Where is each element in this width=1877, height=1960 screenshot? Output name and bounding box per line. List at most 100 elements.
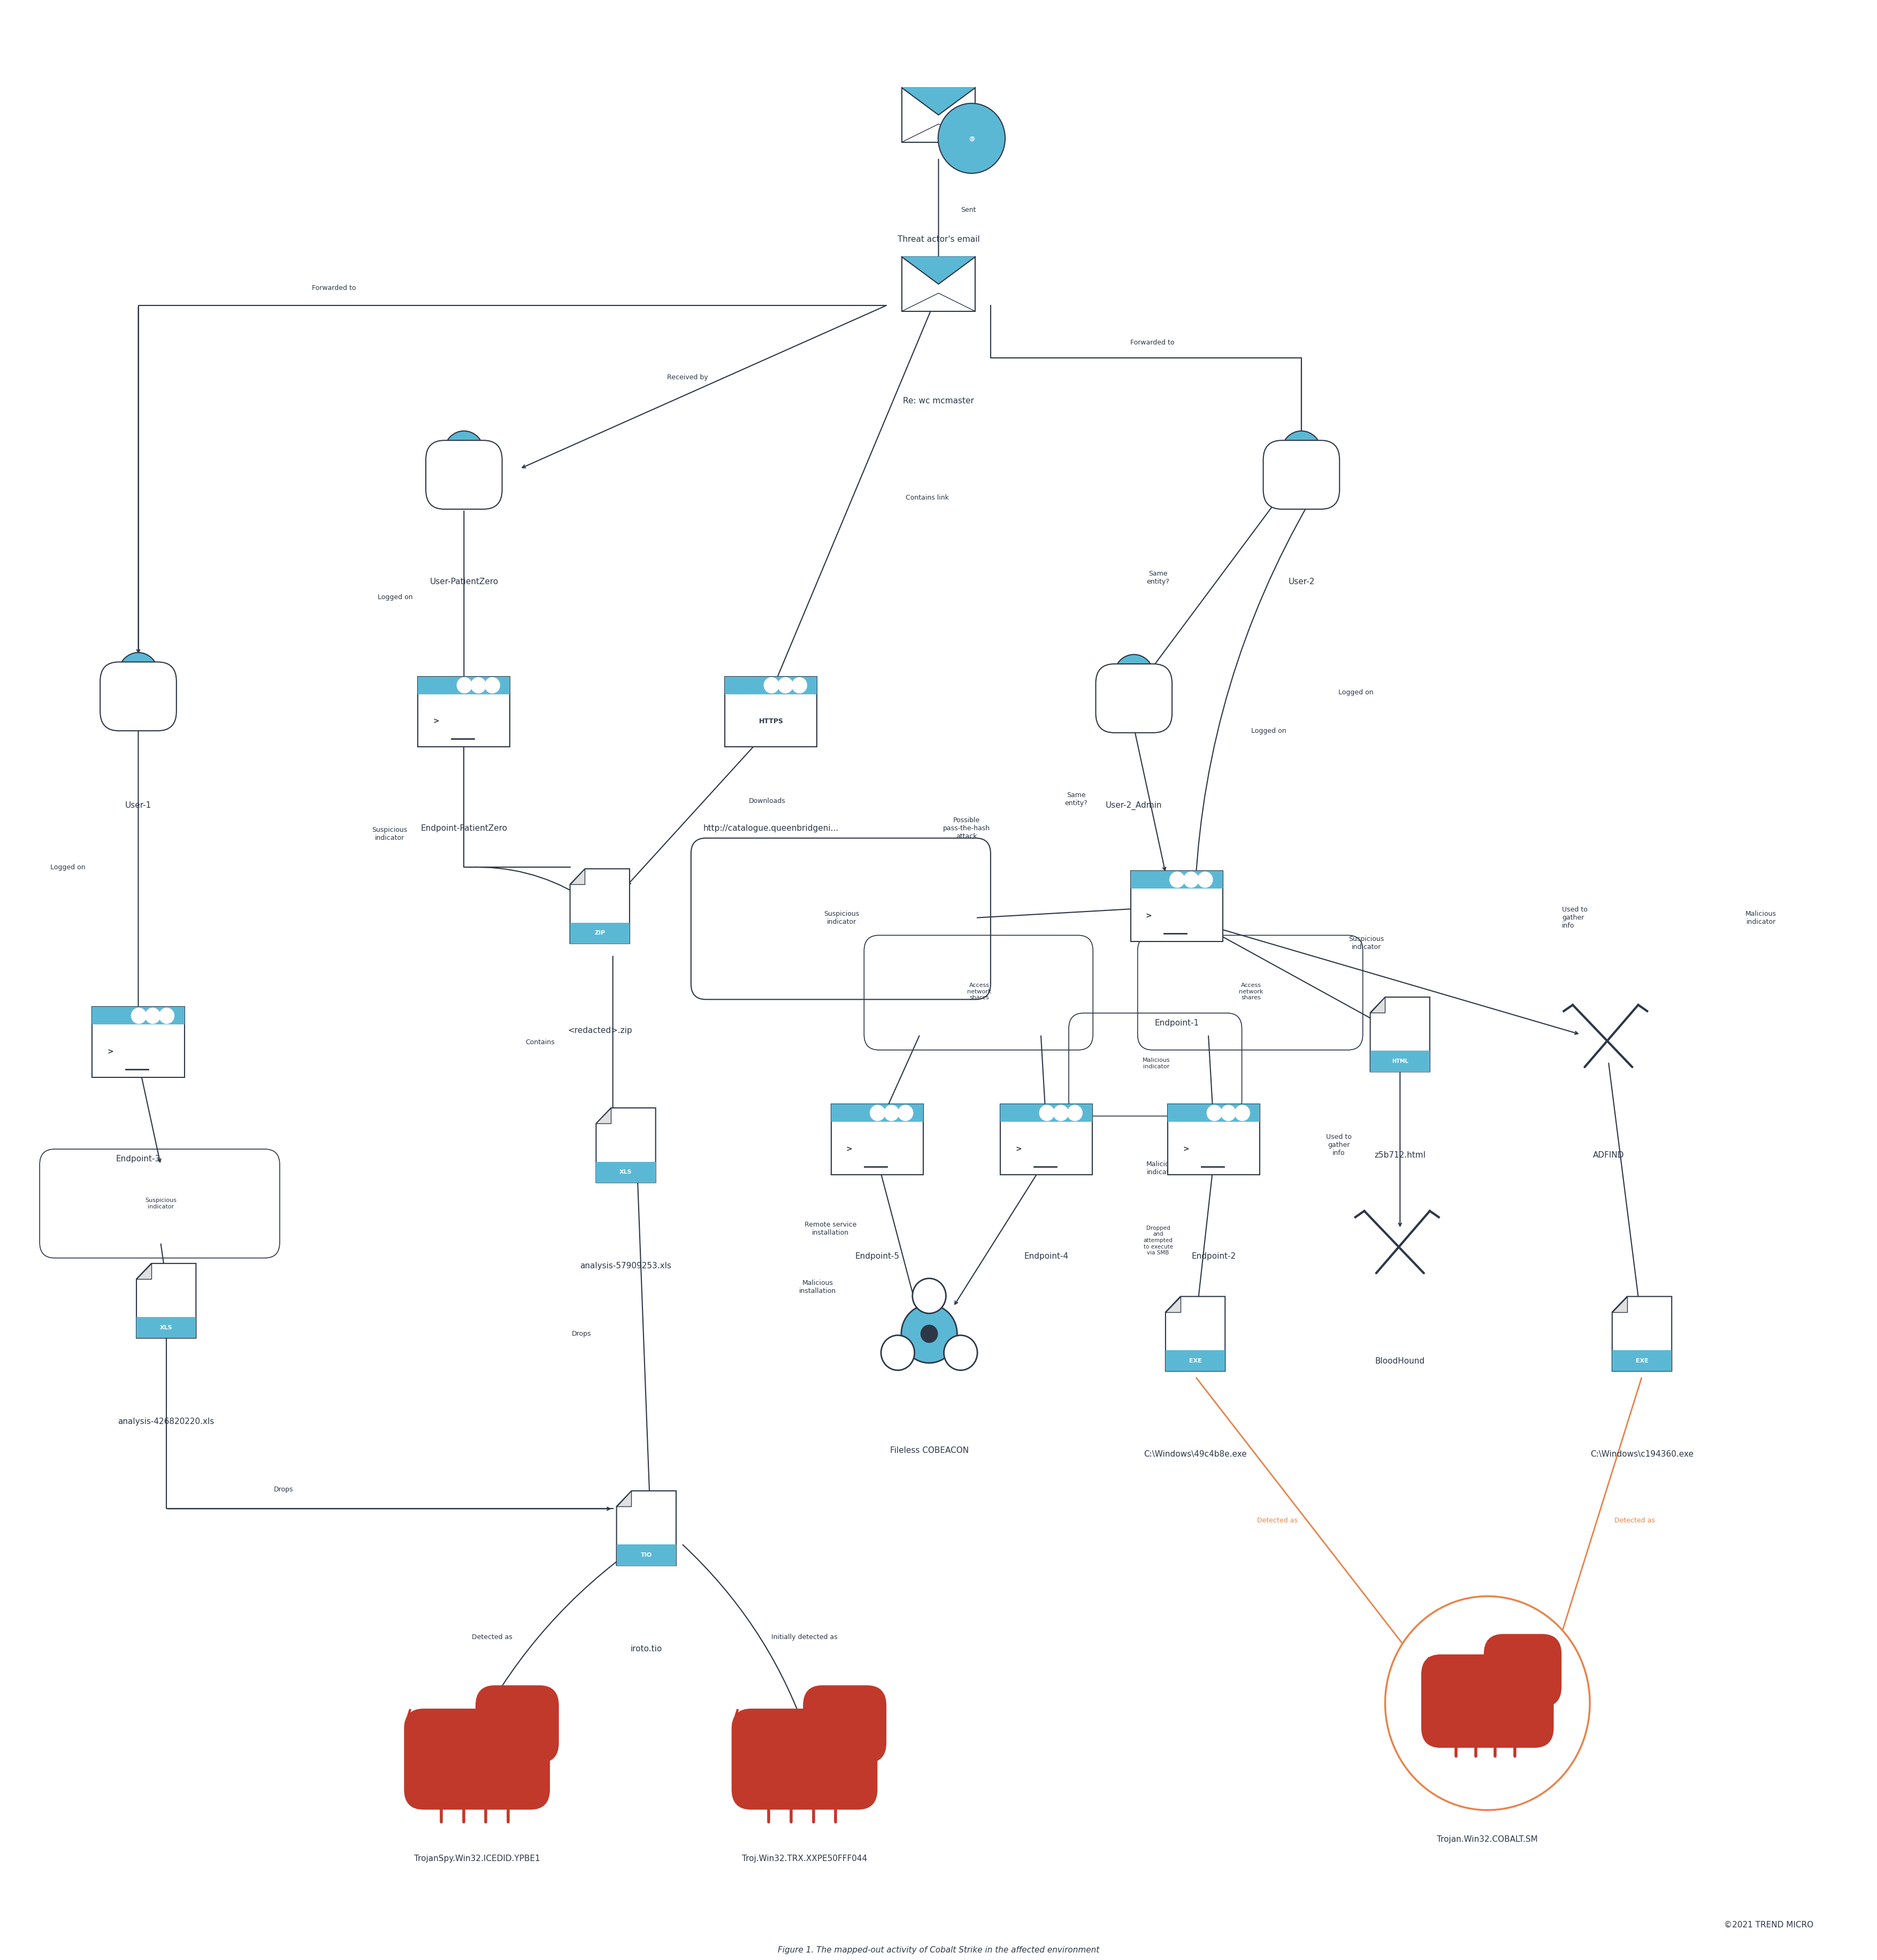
- Polygon shape: [901, 88, 976, 116]
- Text: Endpoint-2: Endpoint-2: [1192, 1252, 1237, 1260]
- Text: Troj.Win32.TRX.XXPE50FFF044: Troj.Win32.TRX.XXPE50FFF044: [741, 1854, 867, 1862]
- Polygon shape: [1166, 1296, 1226, 1372]
- Text: ADFIND: ADFIND: [1594, 1151, 1624, 1158]
- Polygon shape: [1166, 1296, 1181, 1311]
- FancyBboxPatch shape: [901, 257, 976, 312]
- Text: Endpoint-1: Endpoint-1: [1154, 1019, 1199, 1027]
- Text: Malicious
indicator: Malicious indicator: [1147, 1160, 1177, 1176]
- Text: >: >: [1183, 1145, 1188, 1152]
- Text: Suspicious
indicator: Suspicious indicator: [372, 827, 407, 841]
- FancyBboxPatch shape: [419, 676, 511, 694]
- Polygon shape: [616, 1492, 676, 1566]
- Text: Detected as: Detected as: [1258, 1517, 1297, 1523]
- FancyBboxPatch shape: [832, 1103, 923, 1174]
- Text: HTML: HTML: [1391, 1058, 1408, 1064]
- Text: ©2021 TREND MICRO: ©2021 TREND MICRO: [1723, 1921, 1813, 1929]
- Circle shape: [1198, 872, 1213, 888]
- Circle shape: [938, 104, 1004, 172]
- Text: Malicious
indicator: Malicious indicator: [1143, 1058, 1169, 1070]
- Polygon shape: [137, 1264, 195, 1339]
- FancyBboxPatch shape: [419, 676, 511, 747]
- Text: Fileless COBEACON: Fileless COBEACON: [890, 1446, 969, 1454]
- Circle shape: [1220, 1105, 1235, 1121]
- FancyBboxPatch shape: [616, 1544, 676, 1566]
- Polygon shape: [1612, 1296, 1672, 1372]
- Circle shape: [884, 1105, 899, 1121]
- FancyBboxPatch shape: [725, 676, 816, 747]
- Text: EXE: EXE: [1635, 1358, 1648, 1364]
- Text: >: >: [1145, 911, 1152, 919]
- Polygon shape: [1612, 1296, 1627, 1311]
- FancyBboxPatch shape: [1130, 870, 1222, 888]
- Text: Forwarded to: Forwarded to: [312, 284, 357, 292]
- Polygon shape: [1370, 998, 1430, 1072]
- FancyBboxPatch shape: [92, 1007, 184, 1025]
- Circle shape: [160, 1007, 175, 1023]
- Circle shape: [471, 678, 486, 694]
- Circle shape: [871, 1105, 884, 1121]
- Text: Threat actor's email: Threat actor's email: [897, 235, 980, 243]
- Text: User-PatientZero: User-PatientZero: [430, 578, 497, 586]
- Text: >: >: [847, 1145, 852, 1152]
- Text: Drops: Drops: [274, 1486, 293, 1494]
- Text: Same
entity?: Same entity?: [1147, 570, 1169, 586]
- Circle shape: [792, 678, 807, 694]
- Text: Access
network
shares: Access network shares: [1239, 982, 1263, 1000]
- Text: Endpoint-4: Endpoint-4: [1025, 1252, 1068, 1260]
- Text: Logged on: Logged on: [377, 594, 413, 600]
- Text: Used to
gather
info: Used to gather info: [1325, 1133, 1351, 1156]
- Text: Malicious
indicator: Malicious indicator: [1746, 909, 1776, 925]
- FancyBboxPatch shape: [732, 1709, 877, 1809]
- Text: BloodHound: BloodHound: [1376, 1356, 1425, 1366]
- Text: Malicious
installation: Malicious installation: [800, 1280, 835, 1296]
- Text: XLS: XLS: [619, 1170, 633, 1174]
- FancyBboxPatch shape: [597, 1162, 655, 1182]
- Circle shape: [1040, 1105, 1055, 1121]
- Text: Forwarded to: Forwarded to: [1130, 339, 1175, 345]
- FancyBboxPatch shape: [1000, 1103, 1092, 1174]
- FancyBboxPatch shape: [901, 88, 976, 143]
- Text: Downloads: Downloads: [749, 798, 786, 806]
- Circle shape: [1207, 1105, 1222, 1121]
- Circle shape: [897, 1105, 912, 1121]
- Circle shape: [445, 431, 484, 472]
- FancyBboxPatch shape: [571, 923, 629, 943]
- Circle shape: [456, 678, 471, 694]
- Text: HTTPS: HTTPS: [758, 717, 783, 725]
- Circle shape: [1282, 431, 1321, 472]
- Text: Trojan.Win32.COBALT.SM: Trojan.Win32.COBALT.SM: [1438, 1835, 1537, 1842]
- Circle shape: [1184, 872, 1199, 888]
- Text: TrojanSpy.Win32.ICEDID.YPBE1: TrojanSpy.Win32.ICEDID.YPBE1: [415, 1854, 541, 1862]
- FancyBboxPatch shape: [803, 1686, 886, 1762]
- Text: Remote service
installation: Remote service installation: [805, 1221, 856, 1237]
- Text: Contains: Contains: [526, 1039, 556, 1047]
- Text: Figure 1. The mapped-out activity of Cobalt Strike in the affected environment: Figure 1. The mapped-out activity of Cob…: [777, 1946, 1100, 1954]
- Text: Logged on: Logged on: [1252, 727, 1286, 735]
- Text: Drops: Drops: [571, 1331, 591, 1337]
- Text: Suspicious
indicator: Suspicious indicator: [145, 1198, 176, 1209]
- Text: <redacted>.zip: <redacted>.zip: [567, 1027, 633, 1035]
- Circle shape: [764, 678, 779, 694]
- Text: Endpoint-5: Endpoint-5: [854, 1252, 899, 1260]
- Text: C:\Windows\c194360.exe: C:\Windows\c194360.exe: [1590, 1450, 1693, 1458]
- FancyBboxPatch shape: [1423, 1654, 1552, 1746]
- Text: C:\Windows\49c4b8e.exe: C:\Windows\49c4b8e.exe: [1143, 1450, 1246, 1458]
- Circle shape: [912, 1278, 946, 1313]
- Circle shape: [1385, 1595, 1590, 1811]
- FancyBboxPatch shape: [1370, 1051, 1430, 1072]
- Text: @: @: [969, 135, 974, 141]
- Text: Access
network
shares: Access network shares: [967, 982, 991, 1000]
- Circle shape: [131, 1007, 146, 1023]
- FancyBboxPatch shape: [725, 676, 816, 694]
- FancyBboxPatch shape: [1167, 1103, 1259, 1121]
- FancyBboxPatch shape: [1166, 1350, 1226, 1372]
- FancyBboxPatch shape: [477, 1686, 557, 1762]
- Text: >: >: [1015, 1145, 1021, 1152]
- Text: >: >: [107, 1049, 113, 1056]
- Text: ZIP: ZIP: [595, 931, 604, 935]
- Text: Detected as: Detected as: [1614, 1517, 1656, 1523]
- Polygon shape: [597, 1107, 655, 1182]
- FancyBboxPatch shape: [1485, 1635, 1562, 1707]
- Text: Endpoint-3: Endpoint-3: [116, 1154, 161, 1162]
- FancyBboxPatch shape: [426, 441, 503, 510]
